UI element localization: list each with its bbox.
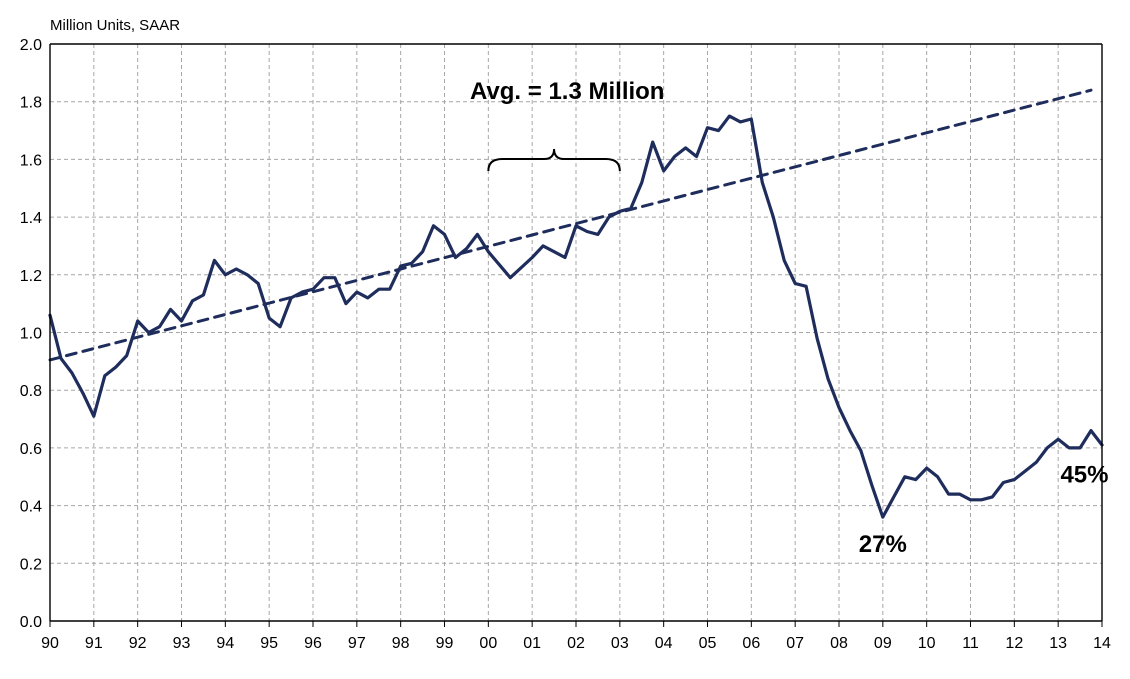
x-tick-label: 92 (129, 635, 147, 652)
x-tick-label: 07 (786, 635, 804, 652)
annotation-label: 27% (859, 531, 907, 558)
x-tick-label: 14 (1093, 635, 1111, 652)
unit-label: Million Units, SAAR (50, 17, 180, 34)
annotation-label: 45% (1060, 462, 1108, 489)
y-axis-ticks: 0.0 0.2 0.4 0.6 0.8 1.0 1.2 1.4 1.6 1.8 2.0 (20, 37, 42, 631)
x-tick-label: 99 (436, 635, 454, 652)
y-tick-label: 2.0 (20, 37, 42, 54)
x-tick-label: 02 (567, 635, 585, 652)
y-tick-label: 1.6 (20, 152, 42, 169)
x-tick-label: 98 (392, 635, 410, 652)
x-tick-label: 10 (918, 635, 936, 652)
x-tick-label: 13 (1049, 635, 1067, 652)
x-tick-label: 97 (348, 635, 366, 652)
y-tick-label: 1.8 (20, 95, 42, 112)
x-tick-label: 94 (216, 635, 234, 652)
x-tick-label: 96 (304, 635, 322, 652)
x-tick-label: 03 (611, 635, 629, 652)
y-tick-label: 0.0 (20, 614, 42, 631)
x-tick-label: 01 (523, 635, 541, 652)
y-tick-label: 0.2 (20, 556, 42, 573)
y-tick-label: 1.2 (20, 268, 42, 285)
series-group (48, 88, 1104, 519)
x-tick-label: 93 (173, 635, 191, 652)
y-tick-label: 1.0 (20, 326, 42, 343)
x-tick-label: 11 (962, 635, 979, 652)
y-tick-label: 0.6 (20, 441, 42, 458)
brace-path (487, 148, 621, 171)
y-tick-label: 1.4 (20, 210, 42, 227)
x-tick-label: 08 (830, 635, 848, 652)
x-tick-label: 95 (260, 635, 278, 652)
y-tick-label: 0.4 (20, 499, 42, 516)
axes (49, 43, 1103, 622)
x-tick-label: 05 (699, 635, 717, 652)
x-tick-label: 06 (742, 635, 760, 652)
y-tick-label: 0.8 (20, 383, 42, 400)
annotations: Avg. = 1.3 Million 27% 45% (470, 78, 1108, 558)
annotation-label: Avg. = 1.3 Million (470, 78, 664, 105)
x-tick-label: 12 (1005, 635, 1023, 652)
grid-lines (50, 43, 1103, 621)
series-line (48, 114, 1104, 519)
x-axis-ticks: 90 91 92 93 94 95 96 97 98 99 00 01 02 03 04 05 06 07 08 09… (41, 621, 1111, 652)
x-tick-label: 91 (85, 635, 103, 652)
x-tick-label: 00 (479, 635, 497, 652)
trend-line (48, 88, 1093, 362)
average-brace (487, 148, 621, 171)
x-tick-label: 09 (874, 635, 892, 652)
x-tick-label: 90 (41, 635, 59, 652)
x-tick-label: 04 (655, 635, 673, 652)
